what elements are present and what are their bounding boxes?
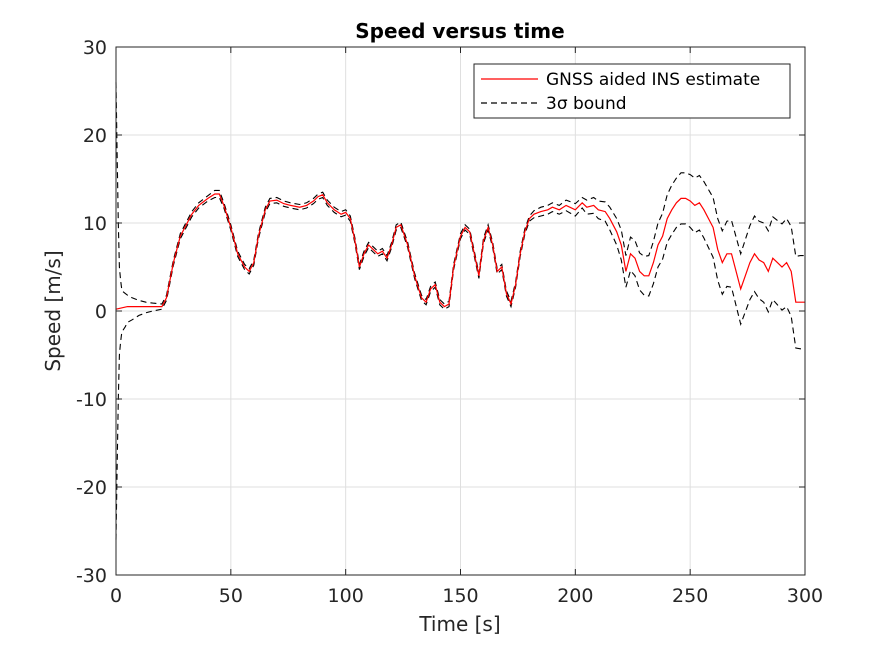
y-axis-title: Speed [m/s]	[41, 250, 65, 371]
x-tick-labels: 0 50 100 150 200 250 300	[110, 585, 823, 607]
legend-label-estimate: GNSS aided INS estimate	[546, 70, 760, 90]
x-tick-label: 100	[328, 585, 364, 607]
x-tick-label: 150	[442, 585, 478, 607]
y-tick-label: 10	[83, 213, 107, 235]
x-axis-title: Time [s]	[418, 612, 500, 636]
x-tick-label: 50	[219, 585, 243, 607]
x-tick-label: 200	[557, 585, 593, 607]
tick-marks	[115, 46, 806, 576]
chart-title: Speed versus time	[355, 19, 564, 43]
y-tick-label: 20	[83, 125, 107, 147]
y-tick-labels: -30 -20 -10 0 10 20 30	[76, 37, 107, 587]
series-line-3sigma-upper	[115, 82, 805, 305]
y-tick-label: 30	[83, 37, 107, 59]
x-tick-label: 300	[787, 585, 823, 607]
y-tick-label: -30	[76, 565, 107, 587]
x-tick-label: 250	[672, 585, 708, 607]
series-layer	[115, 82, 805, 540]
y-tick-label: -20	[76, 477, 107, 499]
legend-box	[473, 63, 791, 119]
legend: GNSS aided INS estimate 3σ bound	[473, 63, 791, 119]
series-line-gnss-estimate	[115, 193, 805, 310]
y-tick-label: 0	[95, 301, 107, 323]
legend-label-bound: 3σ bound	[546, 94, 627, 114]
y-tick-label: -10	[76, 389, 107, 411]
x-tick-label: 0	[110, 585, 122, 607]
